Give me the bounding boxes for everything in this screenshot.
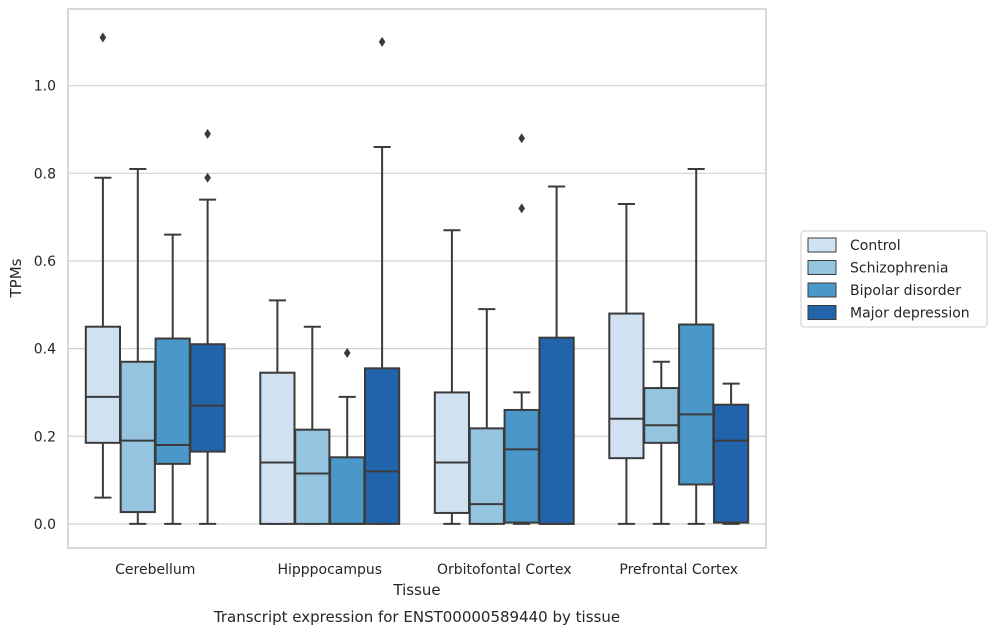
box-body xyxy=(608,312,645,460)
legend-label: Control xyxy=(850,238,901,254)
box-body xyxy=(84,325,122,444)
legend-swatch xyxy=(807,305,837,320)
legend-frame xyxy=(800,230,988,328)
box-schizophrenia xyxy=(643,360,680,525)
x-tick-label: Prefrontal Cortex xyxy=(619,562,738,578)
outlier-marker xyxy=(378,36,386,47)
outlier-marker xyxy=(518,133,525,144)
x-tick-labels: Cerebellum Hipppocampus Orbitofontal Corte… xyxy=(115,562,738,578)
box-major-depression xyxy=(363,36,401,525)
plot-frame xyxy=(67,8,767,549)
outlier-marker xyxy=(99,32,107,43)
box-control xyxy=(608,203,645,525)
x-tick-label: Orbitofontal Cortex xyxy=(437,562,572,578)
y-tick-label: 0.4 xyxy=(34,342,56,358)
box-schizophrenia xyxy=(119,167,156,525)
legend-label: Schizophrenia xyxy=(850,261,948,277)
box-body xyxy=(433,391,471,514)
y-tick-label: 0.6 xyxy=(34,254,56,270)
x-tick-label: Cerebellum xyxy=(115,562,195,578)
outlier-marker xyxy=(343,347,351,358)
box-body xyxy=(538,336,575,525)
box-major-depression xyxy=(712,382,750,525)
y-tick-labels: 0.0 0.2 0.4 0.6 0.8 1.0 xyxy=(34,79,56,533)
y-tick-label: 0.0 xyxy=(34,517,56,533)
outlier-marker xyxy=(518,203,525,214)
x-tick-label: Hipppocampus xyxy=(277,562,382,578)
legend-swatch xyxy=(807,237,837,253)
box-body xyxy=(119,360,156,514)
legend-label: Major depression xyxy=(850,306,970,322)
box-body xyxy=(294,428,331,525)
box-body xyxy=(259,371,296,525)
outlier-marker xyxy=(204,128,211,139)
box-major-depression xyxy=(538,185,575,525)
boxes xyxy=(84,32,750,525)
y-tick-label: 0.2 xyxy=(34,429,56,445)
box-body xyxy=(678,323,715,486)
box-schizophrenia xyxy=(294,325,331,525)
box-major-depression xyxy=(189,128,226,525)
box-body xyxy=(468,427,505,525)
box-body xyxy=(363,367,401,525)
box-body xyxy=(643,387,680,444)
box-control xyxy=(433,229,471,525)
legend: Control Schizophrenia Bipolar disorder Majo… xyxy=(800,230,988,328)
box-bipolar-disorder xyxy=(154,233,191,525)
y-tick-label: 1.0 xyxy=(34,79,56,95)
box-body xyxy=(712,403,750,524)
box-body xyxy=(189,343,226,453)
box-body xyxy=(329,456,366,525)
legend-swatch xyxy=(807,282,837,298)
chart-caption: Transcript expression for ENST0000058944… xyxy=(213,608,620,626)
outlier-marker xyxy=(204,172,211,183)
y-axis-label: TPMs xyxy=(7,258,25,298)
box-body xyxy=(503,408,540,524)
legend-swatch xyxy=(807,260,837,275)
box-control xyxy=(259,299,296,525)
legend-label: Bipolar disorder xyxy=(850,283,961,299)
y-tick-label: 0.8 xyxy=(34,166,56,182)
x-axis-label: Tissue xyxy=(392,581,440,599)
